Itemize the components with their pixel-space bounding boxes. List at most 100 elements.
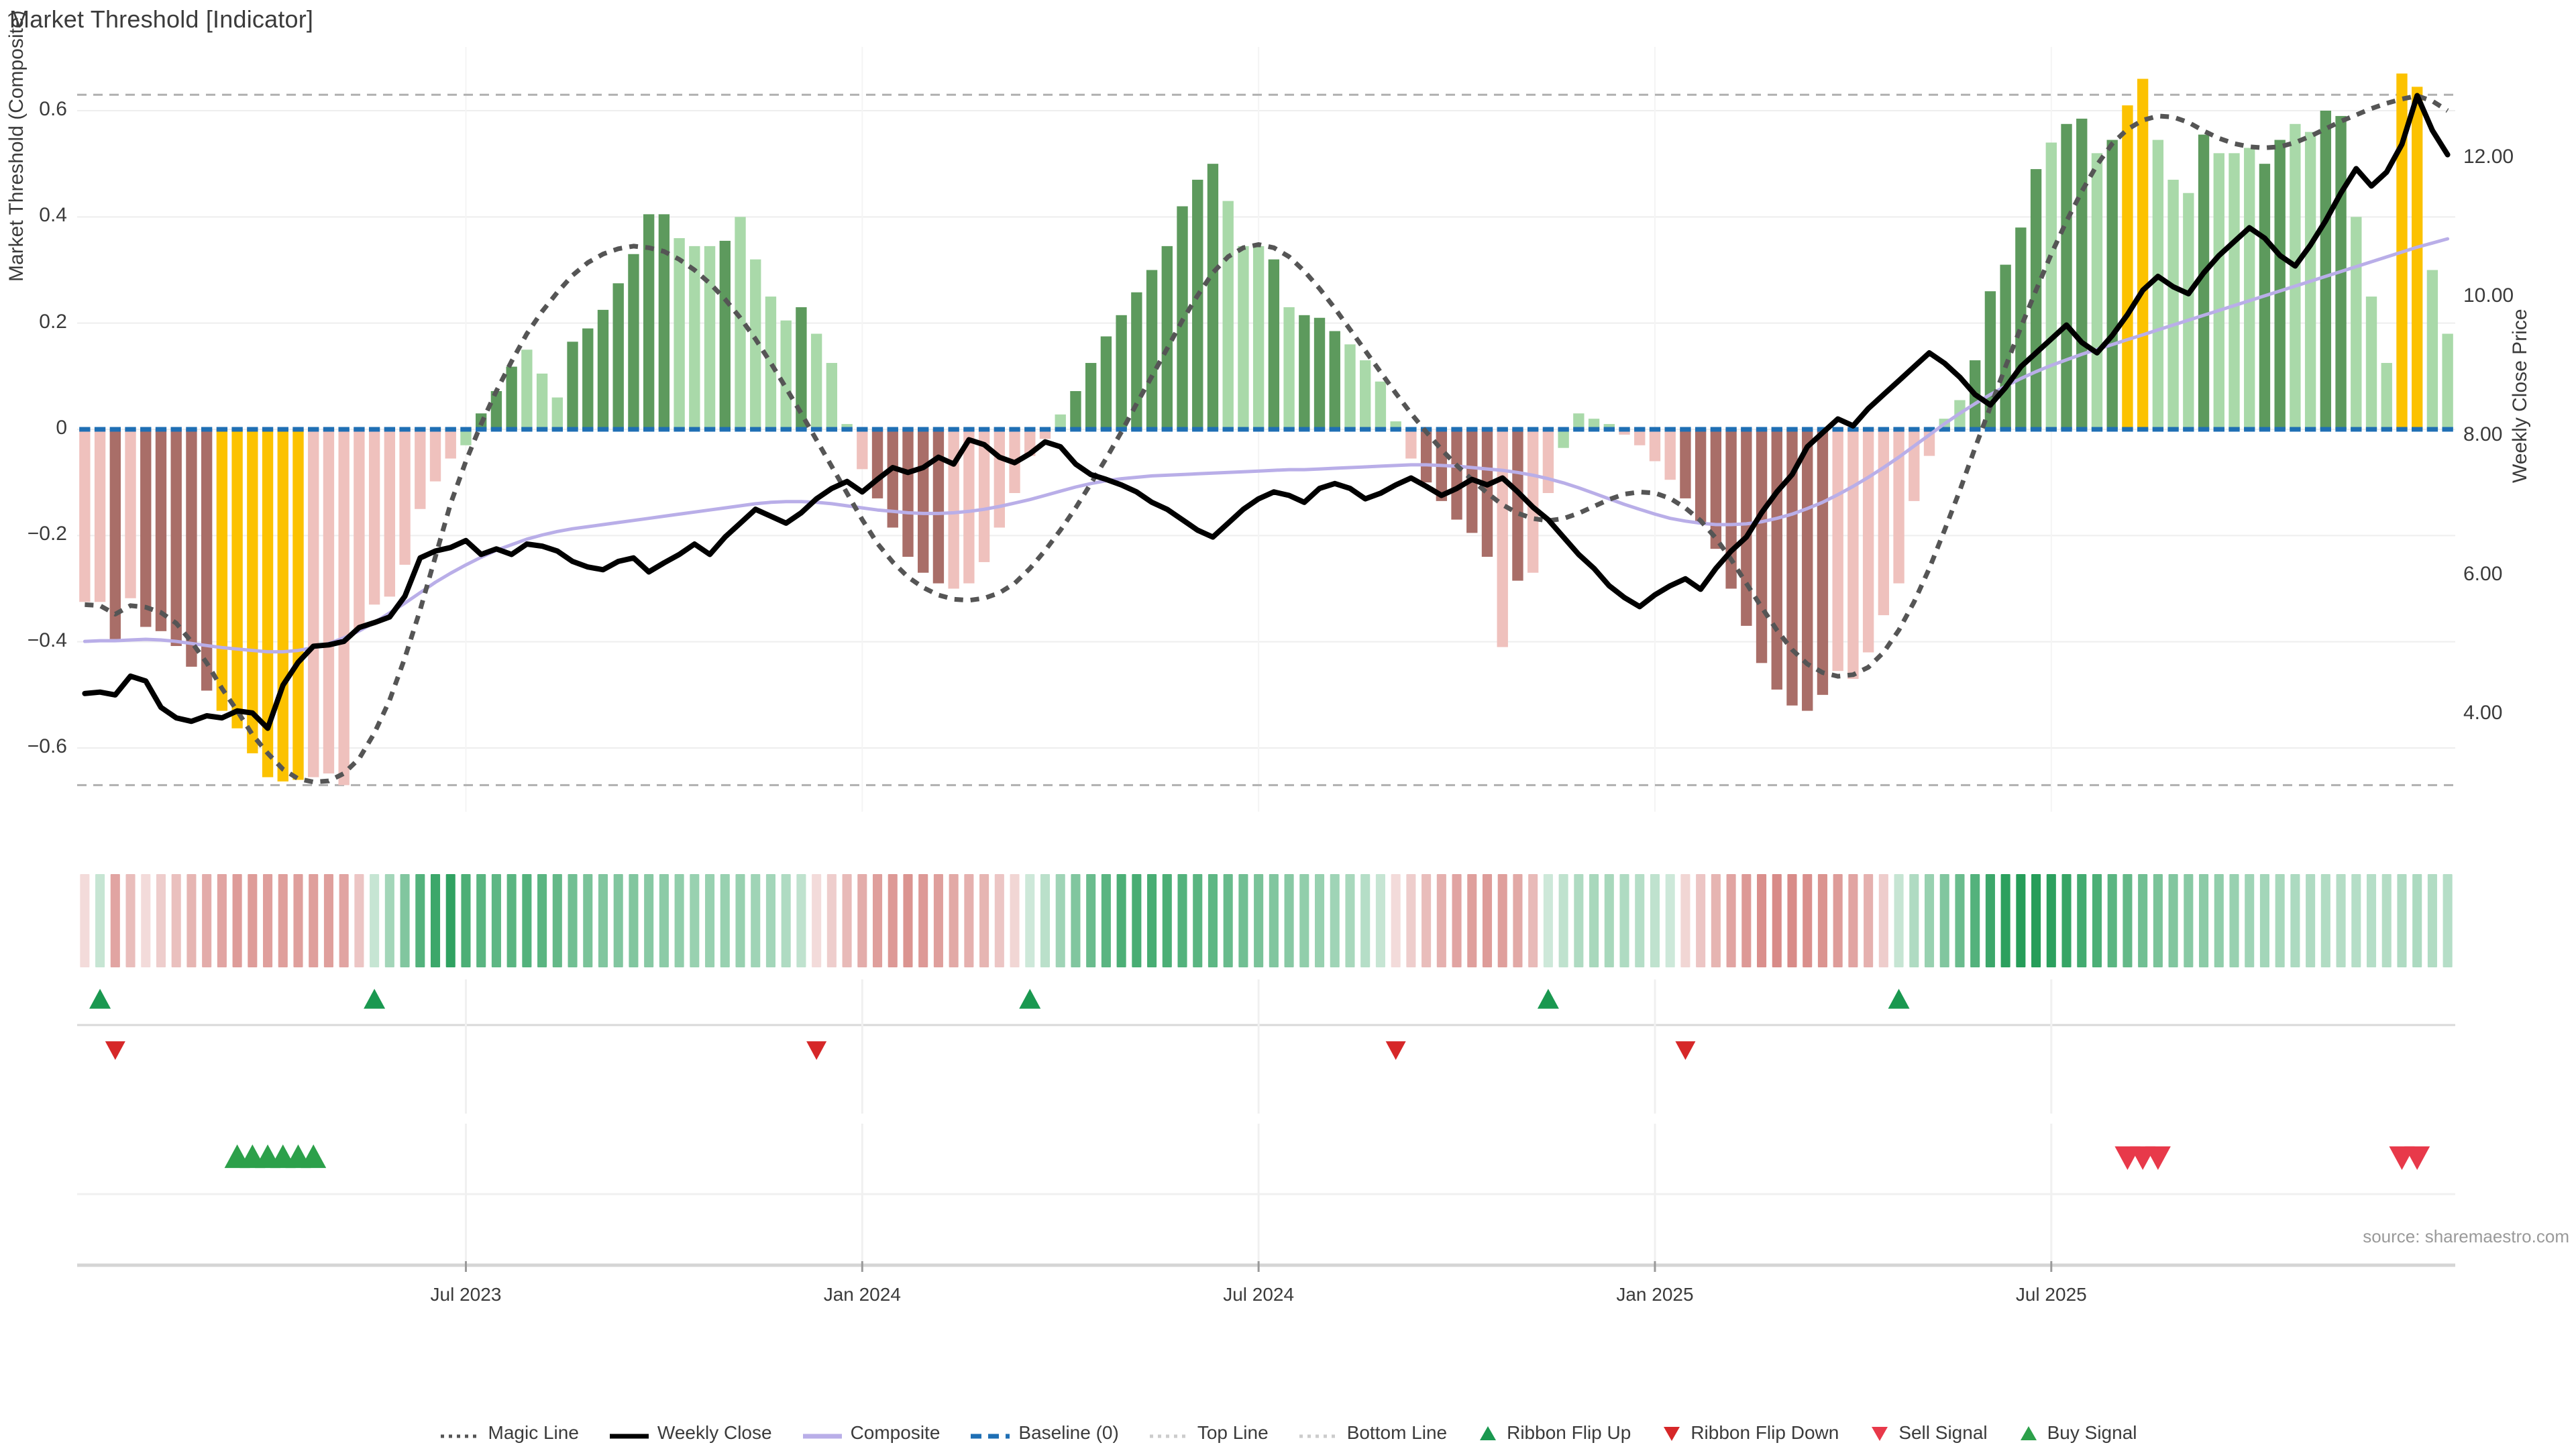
ribbon-flip-down-marker: [105, 1041, 125, 1060]
ribbon-cell: [430, 874, 441, 967]
histogram-bar: [1238, 246, 1249, 429]
x-axis: Jul 2023 Jan 2024 Jul 2024 Jan 2025 Jul 2025: [77, 1261, 2455, 1342]
ribbon-cell: [461, 874, 471, 967]
right-tick-label: 6.00: [2463, 562, 2503, 585]
ribbon-cell: [110, 874, 120, 967]
legend-item[interactable]: Top Line: [1148, 1422, 1269, 1444]
histogram-bar: [841, 424, 853, 429]
ribbon-cell: [2412, 874, 2422, 967]
histogram-bar: [1497, 429, 1508, 647]
ribbon-cell: [1650, 874, 1660, 967]
legend-triangle-down-icon: [1664, 1427, 1680, 1441]
ribbon-cell: [1132, 874, 1142, 967]
histogram-bar: [1161, 246, 1173, 429]
histogram-bar: [1847, 429, 1859, 680]
source-caption: source: sharemaestro.com: [2363, 1226, 2569, 1246]
page-title: Market Threshold [Indicator]: [9, 5, 314, 33]
histogram-bar: [612, 283, 624, 429]
ribbon-flip-up-marker: [89, 989, 111, 1009]
triangle-glyph: [1664, 1427, 1680, 1441]
sell-signal-marker: [2145, 1146, 2171, 1170]
histogram-bar: [1390, 421, 1401, 429]
ribbon-cell: [2138, 874, 2148, 967]
left-tick-label: 0.2: [39, 310, 67, 333]
x-tick-label: Jan 2025: [1616, 1284, 1694, 1305]
legend-item[interactable]: Buy Signal: [2017, 1422, 2137, 1444]
ribbon-cell: [2427, 874, 2437, 967]
histogram-bar: [948, 429, 959, 589]
histogram-bar: [2198, 134, 2210, 429]
left-tick-label: 0.6: [39, 98, 67, 120]
histogram-bar: [2076, 118, 2088, 429]
histogram-bar: [1771, 429, 1782, 690]
ribbon-cell: [1452, 874, 1462, 967]
sell-signal-marker: [2404, 1146, 2430, 1170]
histogram-bar: [597, 309, 609, 429]
histogram-bar: [2213, 153, 2224, 430]
legend-item[interactable]: Ribbon Flip Up: [1477, 1422, 1631, 1444]
histogram-bar: [735, 217, 746, 429]
ribbon-cell: [1619, 874, 1629, 967]
histogram-bar: [567, 341, 578, 429]
histogram-bar: [780, 320, 792, 429]
histogram-bar: [490, 391, 502, 429]
histogram-bar: [1313, 317, 1326, 429]
ribbon-cell: [2061, 874, 2072, 967]
histogram-bar: [231, 429, 243, 729]
legend-item[interactable]: Composite: [802, 1422, 940, 1444]
ribbon-cell: [141, 874, 151, 967]
ribbon-cell: [690, 874, 700, 967]
histogram-bar: [1802, 429, 1813, 711]
histogram-bar: [2412, 87, 2423, 429]
ribbon-cell: [2031, 874, 2041, 967]
histogram-bar: [1512, 429, 1523, 581]
triangle-glyph: [1872, 1427, 1888, 1441]
ribbon-cell: [1558, 874, 1568, 967]
ribbon-cell: [552, 874, 562, 967]
triangle-glyph: [2020, 1426, 2037, 1440]
ribbon-cell: [857, 874, 867, 967]
ribbon-cell: [1909, 874, 1919, 967]
main-plot-svg: [77, 47, 2455, 812]
legend-solid-line-icon: [802, 1434, 842, 1439]
legend-item[interactable]: Baseline (0): [969, 1422, 1119, 1444]
legend-item[interactable]: Sell Signal: [1868, 1422, 1988, 1444]
histogram-bar: [826, 363, 838, 429]
histogram-bar: [445, 429, 456, 459]
ribbon-cell: [1665, 874, 1675, 967]
ribbon-cell: [1711, 874, 1721, 967]
legend-item-label: Top Line: [1197, 1422, 1269, 1443]
histogram-bar: [887, 429, 898, 528]
histogram-bar: [277, 429, 288, 782]
ribbon-cell: [1574, 874, 1584, 967]
ribbon-cell: [2168, 874, 2178, 967]
ribbon-cell: [1421, 874, 1432, 967]
histogram-bar: [216, 429, 228, 711]
ribbon-cell: [1864, 874, 1874, 967]
legend-item-label: Magic Line: [488, 1422, 579, 1443]
legend-item[interactable]: Bottom Line: [1298, 1422, 1447, 1444]
histogram-bar: [2137, 78, 2149, 429]
ribbon-cell: [248, 874, 258, 967]
histogram-bar: [1344, 344, 1356, 429]
histogram-bar: [1741, 429, 1752, 626]
ribbon-cell: [1543, 874, 1553, 967]
ribbon-cell: [1193, 874, 1203, 967]
histogram-bar: [1375, 381, 1387, 429]
ribbon-cell: [1299, 874, 1309, 967]
ribbon-cell: [1162, 874, 1172, 967]
ribbon-cell: [1116, 874, 1126, 967]
ribbon-cell: [354, 874, 364, 967]
legend-item-label: Weekly Close: [657, 1422, 772, 1443]
ribbon-cell: [80, 874, 90, 967]
histogram-bar: [521, 350, 533, 429]
ribbon-cell: [1756, 874, 1767, 967]
histogram-bar: [1299, 315, 1310, 429]
legend-item[interactable]: Ribbon Flip Down: [1660, 1422, 1839, 1444]
ribbon-cell: [1985, 874, 1995, 967]
signal-markers: [77, 979, 2455, 1261]
ribbon-cell: [903, 874, 913, 967]
ribbon-flip-up-marker: [1537, 989, 1559, 1009]
legend-item[interactable]: Weekly Close: [608, 1422, 772, 1444]
legend-item[interactable]: Magic Line: [439, 1422, 579, 1444]
